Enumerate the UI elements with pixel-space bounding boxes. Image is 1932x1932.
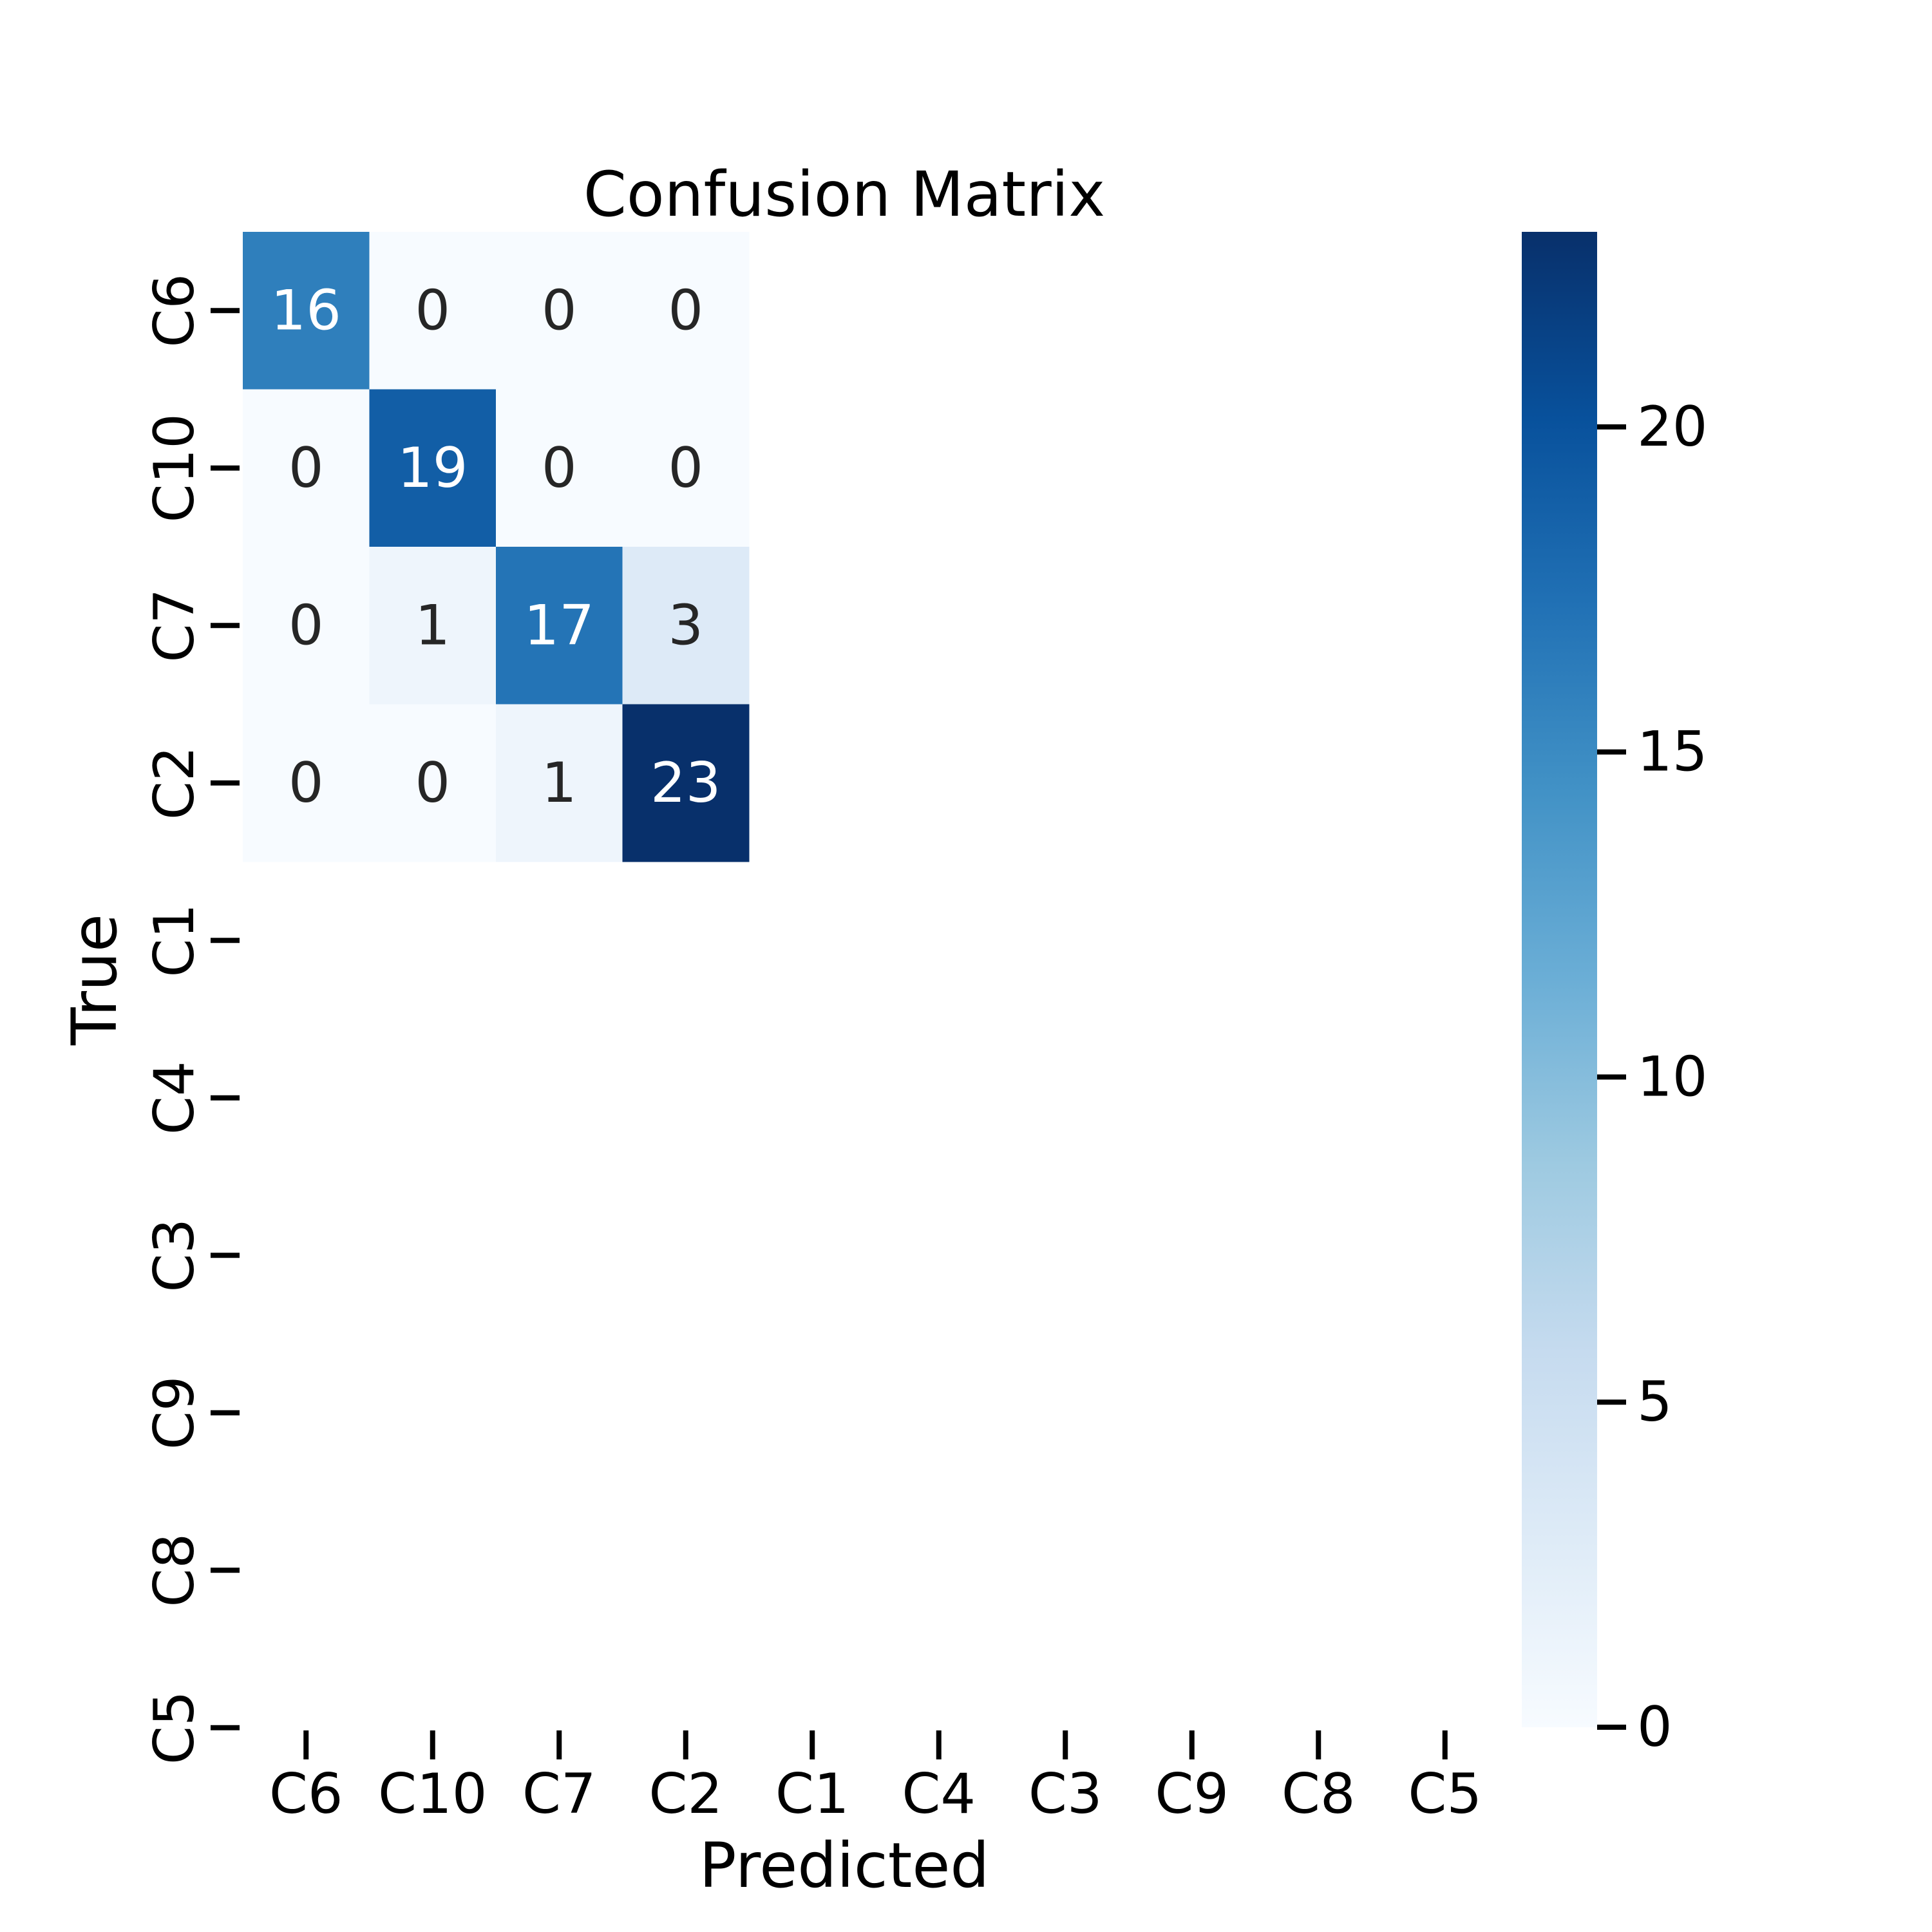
y-tick-label: C8	[142, 1533, 207, 1607]
cell-value-r0-c2: 0	[542, 278, 577, 343]
x-tick-label: C1	[775, 1762, 849, 1826]
y-axis-label: True	[59, 914, 131, 1046]
cell-value-r1-c1: 19	[397, 436, 468, 500]
y-tick-label: C1	[142, 904, 207, 978]
cell-value-r1-c0: 0	[289, 436, 324, 500]
cell-value-r2-c0: 0	[289, 593, 324, 658]
heatmap-cell-r2-c3	[622, 547, 750, 705]
heatmap-cell-r0-c0	[243, 232, 370, 390]
y-tick-label: C3	[142, 1218, 207, 1293]
x-axis-ticks: C6 C10 C7 C2 C1 C4 C3 C9 C8 C5	[269, 1730, 1482, 1826]
heatmap-cell-r1-c1	[369, 389, 497, 547]
cell-value-r2-c3: 3	[668, 593, 703, 658]
heatmap-cell-r2-c2	[496, 547, 623, 705]
colorbar-tick-label: 15	[1637, 720, 1707, 784]
x-tick-label: C4	[902, 1762, 976, 1826]
colorbar-ticks: 0 5 10 15 20	[1597, 395, 1707, 1759]
heatmap-cell-r1-c2	[496, 389, 623, 547]
x-tick-label: C7	[522, 1762, 596, 1826]
cell-value-r3-c2: 1	[542, 751, 577, 815]
y-tick-label: C4	[142, 1061, 207, 1135]
cell-value-r3-c0: 0	[289, 751, 324, 815]
cell-value-r3-c3: 23	[650, 751, 721, 815]
cell-value-r0-c1: 0	[415, 278, 450, 343]
cell-value-r2-c1: 1	[415, 593, 450, 658]
colorbar-tick-label: 0	[1637, 1695, 1672, 1759]
heatmap-cell-r2-c1	[369, 547, 497, 705]
heatmap-cell-r2-c0	[243, 547, 370, 705]
heatmap-cell-r0-c2	[496, 232, 623, 390]
colorbar	[1522, 232, 1597, 1727]
heatmap-cell-r3-c0	[243, 704, 370, 862]
heatmap-cell-labels: 16 0 0 0 0 19 0 0 0 1 17 3 0 0 1 23	[271, 278, 721, 815]
x-tick-label: C5	[1408, 1762, 1482, 1826]
x-tick-label: C10	[378, 1762, 487, 1826]
heatmap-cell-r1-c3	[622, 389, 750, 547]
heatmap-cell-r0-c1	[369, 232, 497, 390]
cell-value-r3-c1: 0	[415, 751, 450, 815]
y-tick-label: C6	[142, 274, 207, 348]
y-tick-label: C10	[142, 413, 207, 522]
cell-value-r0-c3: 0	[668, 278, 703, 343]
chart-title: Confusion Matrix	[583, 158, 1105, 231]
cell-value-r0-c0: 16	[271, 278, 341, 343]
cell-value-r1-c3: 0	[668, 436, 703, 500]
x-tick-label: C6	[269, 1762, 343, 1826]
x-tick-label: C3	[1028, 1762, 1103, 1826]
heatmap-cell-r1-c0	[243, 389, 370, 547]
colorbar-tick-label: 10	[1637, 1045, 1707, 1109]
colorbar-tick-label: 5	[1637, 1370, 1672, 1434]
heatmap-cell-r0-c3	[622, 232, 750, 390]
cell-value-r1-c2: 0	[542, 436, 577, 500]
x-tick-label: C9	[1155, 1762, 1229, 1826]
heatmap-cell-r3-c1	[369, 704, 497, 862]
colorbar-tick-label: 20	[1637, 395, 1707, 459]
y-tick-label: C7	[142, 589, 207, 663]
x-tick-label: C8	[1282, 1762, 1356, 1826]
x-tick-label: C2	[649, 1762, 723, 1826]
heatmap-cell-r3-c3	[622, 704, 750, 862]
y-axis-ticks: C6 C10 C7 C2 C1 C4 C3 C9 C8 C5	[142, 274, 240, 1765]
cell-value-r2-c2: 17	[524, 593, 594, 658]
y-tick-label: C2	[142, 746, 207, 820]
y-tick-label: C9	[142, 1376, 207, 1450]
heatmap-cells	[243, 232, 750, 862]
y-tick-label: C5	[142, 1690, 207, 1765]
x-axis-label: Predicted	[699, 1830, 990, 1902]
heatmap-cell-r3-c2	[496, 704, 623, 862]
